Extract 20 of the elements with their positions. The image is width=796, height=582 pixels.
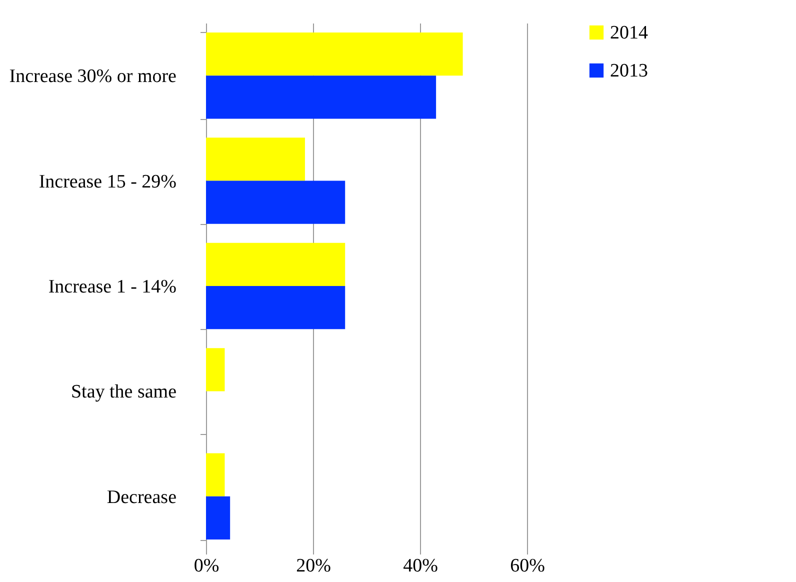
- bar: [206, 180, 346, 224]
- bar: [206, 348, 225, 392]
- y-tick-label: Increase 30% or more: [9, 66, 176, 88]
- legend-label: 2013: [610, 60, 648, 82]
- bar: [206, 453, 225, 496]
- y-tick-label: Stay the same: [70, 382, 176, 403]
- bar: [206, 138, 305, 181]
- bar: [206, 496, 230, 540]
- legend-label: 2014: [610, 22, 648, 44]
- x-tick-label: 0%: [194, 556, 220, 576]
- bar: [206, 286, 346, 330]
- x-tick-label: 20%: [296, 556, 332, 576]
- y-tick-label: Increase 15 - 29%: [38, 171, 177, 192]
- bar: [206, 76, 436, 119]
- bar: [206, 32, 463, 76]
- y-tick-label: Increase 1 - 14%: [48, 276, 177, 298]
- x-tick-label: 60%: [510, 556, 546, 576]
- x-tick-label: 40%: [403, 556, 438, 576]
- y-tick-label: Decrease: [106, 486, 176, 508]
- bar: [206, 242, 346, 286]
